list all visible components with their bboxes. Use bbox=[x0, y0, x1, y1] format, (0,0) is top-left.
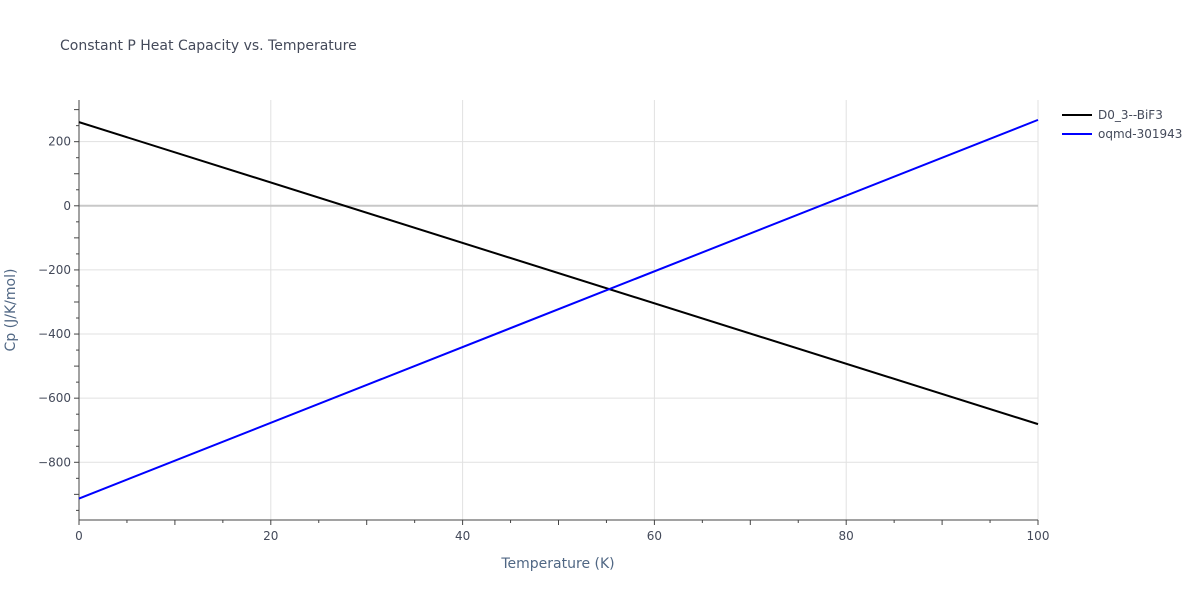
y-tick-label: −400 bbox=[38, 327, 71, 341]
legend[interactable]: D0_3--BiF3 oqmd-301943 bbox=[1062, 108, 1182, 141]
series-line bbox=[78, 118, 1039, 500]
chart-title: Constant P Heat Capacity vs. Temperature bbox=[60, 38, 357, 54]
y-tick-label: −800 bbox=[38, 455, 71, 469]
x-axis-label: Temperature (K) bbox=[500, 556, 614, 572]
x-tick-label: 20 bbox=[263, 529, 278, 543]
legend-item[interactable]: D0_3--BiF3 bbox=[1062, 108, 1163, 122]
x-tick-label: 80 bbox=[839, 529, 854, 543]
y-tick-label: 0 bbox=[63, 199, 71, 213]
y-tick-label: 200 bbox=[48, 135, 71, 149]
y-tick-label: −200 bbox=[38, 263, 71, 277]
tick-labels: 0 20 40 60 80 100 −800 −600 −400 −200 0 200 bbox=[38, 135, 1049, 543]
series-lines bbox=[78, 118, 1039, 500]
axes bbox=[74, 100, 1039, 525]
x-tick-label: 40 bbox=[455, 529, 470, 543]
legend-label: D0_3--BiF3 bbox=[1098, 108, 1163, 122]
x-tick-label: 60 bbox=[647, 529, 662, 543]
series-line bbox=[78, 121, 1039, 426]
x-tick-label: 0 bbox=[75, 529, 83, 543]
y-tick-label: −600 bbox=[38, 391, 71, 405]
grid bbox=[79, 100, 1039, 520]
x-tick-label: 100 bbox=[1027, 529, 1050, 543]
y-axis-label: Cp (J/K/mol) bbox=[3, 269, 19, 352]
legend-label: oqmd-301943 bbox=[1098, 127, 1182, 141]
legend-item[interactable]: oqmd-301943 bbox=[1062, 127, 1182, 141]
